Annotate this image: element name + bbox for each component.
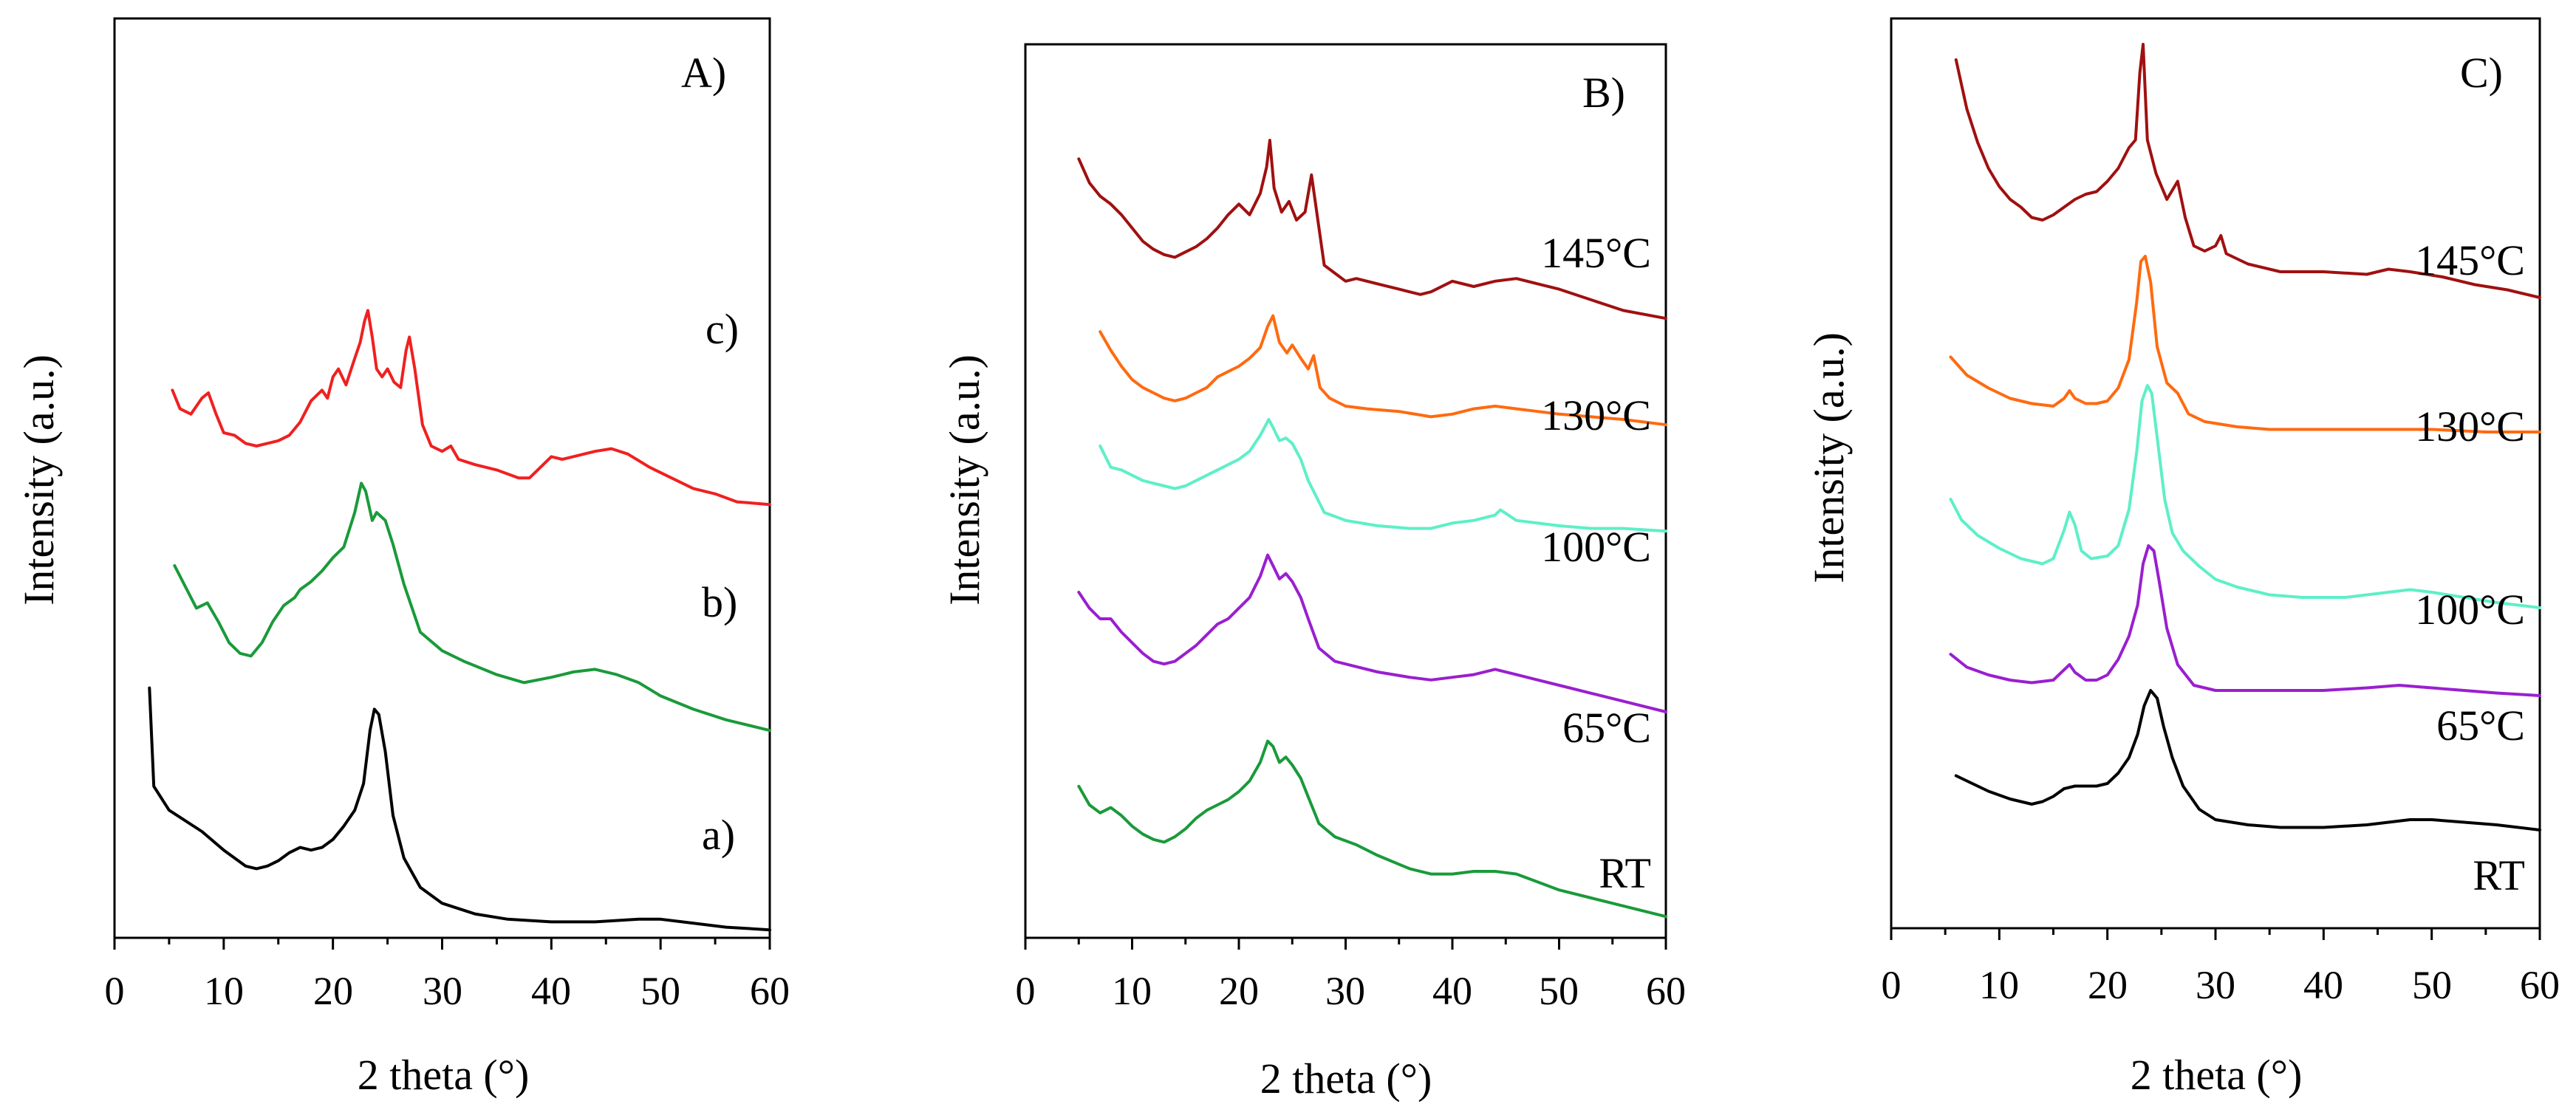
panel-c-x-ticks bbox=[1890, 928, 2541, 940]
panel-b-x-tick-label: 0 bbox=[1016, 969, 1036, 1013]
panel-a-x-tick-label: 0 bbox=[105, 969, 125, 1013]
panel-a-traces bbox=[148, 309, 771, 932]
panel-b-trace-100c bbox=[1099, 418, 1667, 533]
panel-b-x-axis-title: 2 theta (°) bbox=[1260, 1054, 1432, 1102]
panel-b-curve-label: RT bbox=[1599, 849, 1651, 897]
panel-b-traces bbox=[1077, 139, 1667, 919]
panel-c-curve-label: 145°C bbox=[2415, 236, 2525, 284]
panel-a-curve-label: a) bbox=[702, 811, 735, 859]
panel-a-trace-b bbox=[173, 481, 771, 733]
panel-b-x-ticks bbox=[1024, 938, 1667, 950]
panel-a-x-axis-title: 2 theta (°) bbox=[358, 1051, 530, 1099]
panel-b-x-tick-label: 20 bbox=[1219, 969, 1259, 1013]
panel-c-x-tick-label: 20 bbox=[2088, 963, 2128, 1007]
panel-c-trace-65c bbox=[1949, 544, 2541, 697]
panel-c-y-axis-title: Intensity (a.u.) bbox=[1805, 332, 1853, 583]
panel-b-x-tick-label: 10 bbox=[1112, 969, 1152, 1013]
panel-a-x-tick-label: 60 bbox=[750, 969, 790, 1013]
panel-b-plot-frame bbox=[1024, 43, 1667, 939]
panel-c-curve-label: 65°C bbox=[2436, 702, 2525, 750]
panel-c-trace-rt bbox=[1954, 689, 2541, 831]
panel-a-letter: A) bbox=[681, 49, 726, 97]
panel-c-x-tick-label: 10 bbox=[1979, 963, 2019, 1007]
panel-a-x-tick-label: 30 bbox=[423, 969, 462, 1013]
panel-a-x-ticks bbox=[113, 938, 771, 950]
panel-a-x-tick-label: 50 bbox=[640, 969, 680, 1013]
panel-c-x-tick-label: 50 bbox=[2412, 963, 2452, 1007]
panel-b-curve-label: 130°C bbox=[1541, 391, 1651, 439]
panel-c-traces bbox=[1949, 43, 2541, 831]
panel-c: 0 10 20 30 40 50 60 2 theta (°) Intensit… bbox=[1805, 17, 2560, 1099]
panel-b-trace-65c bbox=[1077, 553, 1667, 713]
panel-c-letter: C) bbox=[2460, 49, 2503, 97]
panel-b-trace-rt bbox=[1077, 739, 1667, 919]
panel-b-curve-label: 145°C bbox=[1541, 229, 1651, 277]
panel-c-x-tick-label: 30 bbox=[2196, 963, 2235, 1007]
panel-b-y-axis-title: Intensity (a.u.) bbox=[940, 354, 988, 606]
panel-c-curve-label: 100°C bbox=[2415, 586, 2525, 634]
panel-a-x-tick-label: 40 bbox=[531, 969, 571, 1013]
panel-a-curve-label: b) bbox=[702, 578, 737, 626]
panel-b-x-tick-label: 30 bbox=[1325, 969, 1365, 1013]
panel-c-x-tick-label: 60 bbox=[2520, 963, 2560, 1007]
panel-b-letter: B) bbox=[1582, 69, 1625, 117]
panel-b-curve-label: 65°C bbox=[1562, 704, 1651, 752]
panel-b-x-tick-label: 50 bbox=[1539, 969, 1579, 1013]
panel-c-x-tick-label: 0 bbox=[1882, 963, 1902, 1007]
panel-a-y-axis-title: Intensity (a.u.) bbox=[15, 354, 63, 606]
panel-b-curve-label: 100°C bbox=[1541, 523, 1651, 571]
panel-c-curve-label: 130°C bbox=[2415, 402, 2525, 450]
panel-b: 0 10 20 30 40 50 60 2 theta (°) Intensit… bbox=[940, 43, 1686, 1102]
panel-c-curve-label: RT bbox=[2473, 851, 2525, 899]
panel-a-trace-a bbox=[148, 686, 771, 932]
panel-a-x-tick-label: 10 bbox=[204, 969, 244, 1013]
panel-a-curve-label: c) bbox=[706, 305, 739, 353]
panel-a-x-tick-label: 20 bbox=[313, 969, 353, 1013]
panel-a: 0 10 20 30 40 50 60 2 theta (°) Intensit… bbox=[15, 17, 790, 1099]
panel-b-trace-130c bbox=[1099, 314, 1667, 427]
panel-c-x-tick-label: 40 bbox=[2303, 963, 2343, 1007]
panel-b-x-tick-label: 60 bbox=[1646, 969, 1686, 1013]
panel-c-trace-130c bbox=[1949, 255, 2541, 433]
panel-c-x-axis-title: 2 theta (°) bbox=[2131, 1051, 2303, 1099]
panel-c-trace-145c bbox=[1954, 43, 2541, 299]
panel-a-trace-c bbox=[171, 309, 771, 507]
panel-c-trace-100c bbox=[1949, 384, 2541, 609]
panel-b-x-tick-label: 40 bbox=[1432, 969, 1472, 1013]
panel-b-trace-145c bbox=[1077, 139, 1667, 320]
